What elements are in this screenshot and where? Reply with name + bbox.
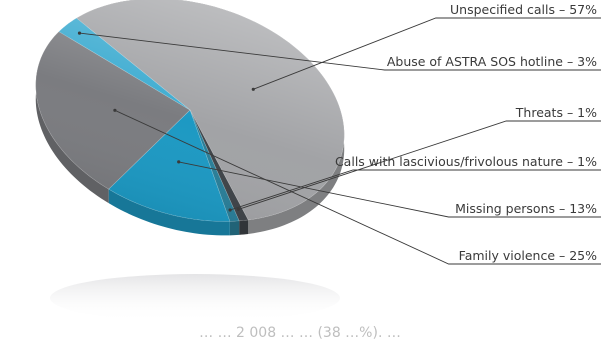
pie-side-threats: [239, 219, 249, 235]
callout-line-unspecified-calls: [253, 17, 601, 90]
callout-line-missing-persons: [178, 161, 601, 218]
callout-line-abuse-of-astra-sos-hotline: [79, 32, 601, 71]
callout-line-calls-with-lascivious-frivolous-nature: [229, 169, 601, 211]
callout-dot-unspecified-calls: [251, 87, 255, 91]
pie-side-missing-persons: [108, 189, 230, 236]
callout-dot-family-violence: [113, 108, 117, 112]
callout-label-family-violence: Family violence – 25%: [459, 248, 597, 263]
callout-label-threats: Threats – 1%: [515, 105, 597, 120]
callout-dot-abuse-of-astra-sos-hotline: [77, 31, 82, 35]
pie-reflection: [50, 274, 340, 322]
callout-line-family-violence: [114, 109, 601, 265]
callout-label-abuse-of-astra-sos-hotline: Abuse of ASTRA SOS hotline – 3%: [387, 54, 597, 69]
callout-line-threats: [238, 120, 601, 210]
callout-label-calls-with-lascivious-frivolous-nature: Calls with lascivious/frivolous nature –…: [335, 154, 597, 169]
callout-dot-missing-persons: [177, 160, 181, 164]
callouts: Unspecified calls – 57% Abuse of ASTRA SO…: [77, 2, 601, 265]
pie-side-calls-with-lascivious-frivolous-nature: [229, 220, 240, 236]
callout-label-missing-persons: Missing persons – 13%: [455, 201, 597, 216]
callout-label-unspecified-calls: Unspecified calls – 57%: [450, 2, 597, 17]
callout-dot-calls-with-lascivious-frivolous-nature: [228, 208, 232, 212]
callout-dot-threats: [236, 207, 240, 211]
footer-text: … … 2 008 … … (38 …%). …: [199, 325, 401, 340]
